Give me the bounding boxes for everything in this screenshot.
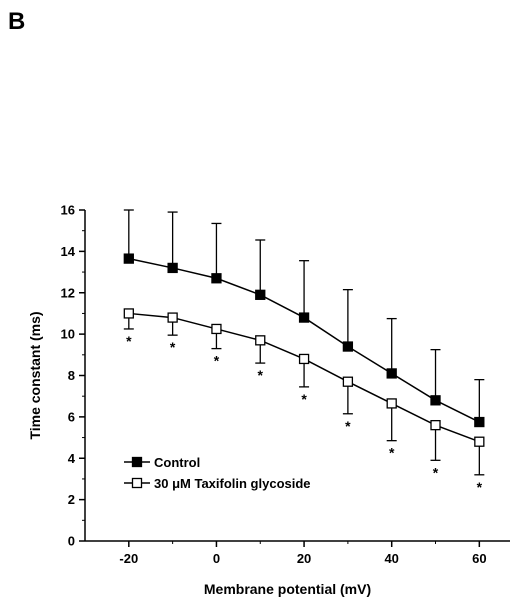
x-tick-label: -20 [119,551,138,566]
data-point [342,341,354,352]
data-point [298,353,310,365]
legend-marker [131,456,143,468]
data-point [474,416,485,428]
y-tick-label: 6 [68,409,75,424]
y-tick-label: 2 [68,492,75,507]
legend-marker [131,477,143,489]
data-point [386,368,397,379]
legend-entry: 30 μM Taxifolin glycoside [154,476,311,491]
data-point [474,436,485,447]
significance-star: * [477,479,483,495]
data-point [386,398,397,409]
y-tick-label: 8 [68,368,75,383]
y-tick-label: 10 [61,327,75,342]
x-tick-label: 60 [472,551,486,566]
data-point [211,323,222,335]
y-tick-label: 0 [68,534,75,549]
legend-entry: Control [154,455,200,470]
y-tick-label: 4 [68,451,76,466]
y-tick-label: 14 [61,244,76,259]
significance-star: * [301,391,307,407]
significance-star: * [214,353,220,369]
data-point [298,312,310,323]
significance-star: * [345,418,351,434]
data-point [167,262,178,274]
data-point [211,273,222,284]
axes: 0 2 4 6 8 10 12 14 16 -20 0 20 40 60 [61,203,510,566]
x-tick-label: 0 [213,551,220,566]
y-axis-title: Time constant (ms) [27,311,43,439]
data-point [430,395,441,406]
x-axis-title: Membrane potential (mV) [204,581,371,597]
data-point [342,376,354,387]
data-point [255,335,266,346]
significance-star: * [126,333,132,349]
x-tick-label: 40 [384,551,398,566]
series-taxifolin [123,308,485,476]
y-tick-label: 16 [61,203,75,218]
x-tick-label: 20 [297,551,311,566]
data-point [255,289,266,300]
legend: Control 30 μM Taxifolin glycoside [124,455,311,491]
significance-star: * [258,367,264,383]
significance-star: * [389,445,395,461]
series-control [123,209,485,428]
data-point [123,308,134,319]
series-layer: * * * * * * * * * [123,209,485,495]
y-tick-label: 12 [61,285,75,300]
data-point [123,253,134,264]
data-point [167,312,178,323]
data-point [430,419,441,431]
panel-label: B [8,8,26,35]
significance-star: * [170,339,176,355]
significance-star: * [433,464,439,480]
